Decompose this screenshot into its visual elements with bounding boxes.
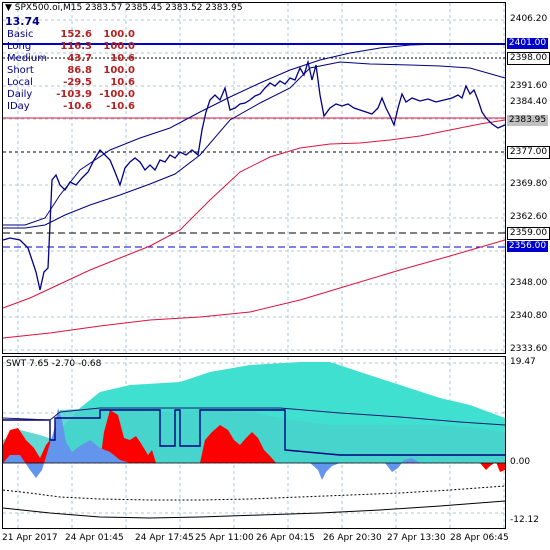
- price-tick-label: 2340.80: [510, 311, 548, 321]
- stat-row: IDay -10.6 -10.6: [7, 101, 135, 113]
- stat-b: -10.6: [106, 101, 135, 112]
- indicator-blue-area: [3, 408, 130, 478]
- stat-row: Short 86.8 100.0: [7, 65, 135, 77]
- price-tag: 2377.00: [507, 146, 550, 159]
- stat-a: 116.3: [60, 41, 92, 52]
- time-tick-label: 24 Apr 01:45: [65, 533, 124, 543]
- price-tick-label: 2333.60: [510, 344, 548, 354]
- envelope-line: [3, 43, 505, 226]
- indicator-red-area: [100, 410, 156, 463]
- moving-average-line: [2, 119, 506, 309]
- price-tag: 2398.00: [507, 52, 550, 65]
- time-tick-label: 25 Apr 11:00: [195, 533, 254, 543]
- indicator-signal-line: [2, 407, 506, 426]
- price-tag: 2356.00: [507, 241, 548, 252]
- time-tick-label: 28 Apr 06:45: [450, 533, 509, 543]
- indicator-step-line: [3, 409, 505, 456]
- price-tag: 2401.00: [507, 38, 548, 49]
- stats-panel: Basic 152.6 100.0 Long 116.3 100.0 Medium 43.7 1…: [7, 29, 135, 113]
- stat-name: Daily: [7, 89, 33, 100]
- stat-a: 152.6: [60, 29, 92, 40]
- envelope-line: [3, 61, 506, 229]
- stat-b: -100.0: [99, 89, 135, 100]
- symbol-header: ▼ SPX500.oi,M15 2383.57 2385.45 2383.52 …: [5, 3, 243, 13]
- indicator-tick-label: 0.00: [510, 457, 531, 467]
- stat-b: 10.6: [110, 77, 135, 88]
- main-price-pane[interactable]: [2, 2, 506, 354]
- dropdown-triangle-icon[interactable]: ▼: [5, 3, 15, 13]
- stat-b: 100.0: [103, 41, 135, 52]
- price-tick-label: 2362.60: [510, 212, 548, 222]
- stat-a: -10.6: [63, 101, 92, 112]
- price-tick-label: 2391.60: [510, 81, 548, 91]
- stat-b: 100.0: [103, 29, 135, 40]
- symbol-ohlc: SPX500.oi,M15 2383.57 2385.45 2383.52 23…: [14, 3, 243, 13]
- moving-average-line: [2, 239, 506, 339]
- stat-row: Medium 43.7 10.6: [7, 53, 135, 65]
- time-tick-label: 24 Apr 17:45: [135, 533, 194, 543]
- stat-b: 10.6: [110, 53, 135, 64]
- indicator-dotted-line: [2, 485, 506, 501]
- stat-row: Daily -103.9 -100.0: [7, 89, 135, 101]
- indicator-tick-label: 19.47: [510, 357, 536, 367]
- stat-row: Basic 152.6 100.0: [7, 29, 135, 41]
- time-tick-label: 21 Apr 2017: [2, 533, 58, 543]
- stat-name: Basic: [7, 29, 34, 40]
- indicator-blue-area: [385, 458, 420, 472]
- stat-a: 86.8: [67, 65, 92, 76]
- stat-name: Short: [7, 65, 34, 76]
- price-tag: 2383.95: [507, 115, 548, 126]
- indicator-red-area: [480, 462, 505, 472]
- indicator-label: SWT 7.65 -2.70 -0.68: [6, 359, 102, 369]
- stat-b: 100.0: [103, 65, 135, 76]
- stat-name: Medium: [7, 53, 47, 64]
- indicator-tick-label: -12.12: [510, 515, 540, 525]
- indicator-red-area: [200, 425, 276, 463]
- price-tick-label: 2406.20: [510, 14, 548, 24]
- price-tick-label: 2369.80: [510, 179, 548, 189]
- indicator-red-area: [3, 428, 54, 463]
- stat-a: -29.5: [63, 77, 92, 88]
- price-tag: 2359.00: [507, 227, 550, 240]
- header-value: 13.74: [5, 15, 40, 28]
- price-tick-label: 2384.40: [510, 97, 548, 107]
- stat-name: Long: [7, 41, 32, 52]
- stat-row: Long 116.3 100.0: [7, 41, 135, 53]
- price-tick-label: 2348.00: [510, 278, 548, 288]
- time-tick-label: 27 Apr 13:30: [387, 533, 446, 543]
- price-line: [2, 59, 506, 291]
- stat-a: 43.7: [67, 53, 92, 64]
- time-tick-label: 26 Apr 20:30: [323, 533, 382, 543]
- indicator-lower-line: [2, 500, 506, 519]
- stat-name: Local: [7, 77, 33, 88]
- indicator-blue-area: [310, 463, 340, 480]
- stat-row: Local -29.5 10.6: [7, 77, 135, 89]
- time-tick-label: 26 Apr 04:15: [256, 533, 315, 543]
- stat-a: -103.9: [56, 89, 92, 100]
- stat-name: IDay: [7, 101, 30, 112]
